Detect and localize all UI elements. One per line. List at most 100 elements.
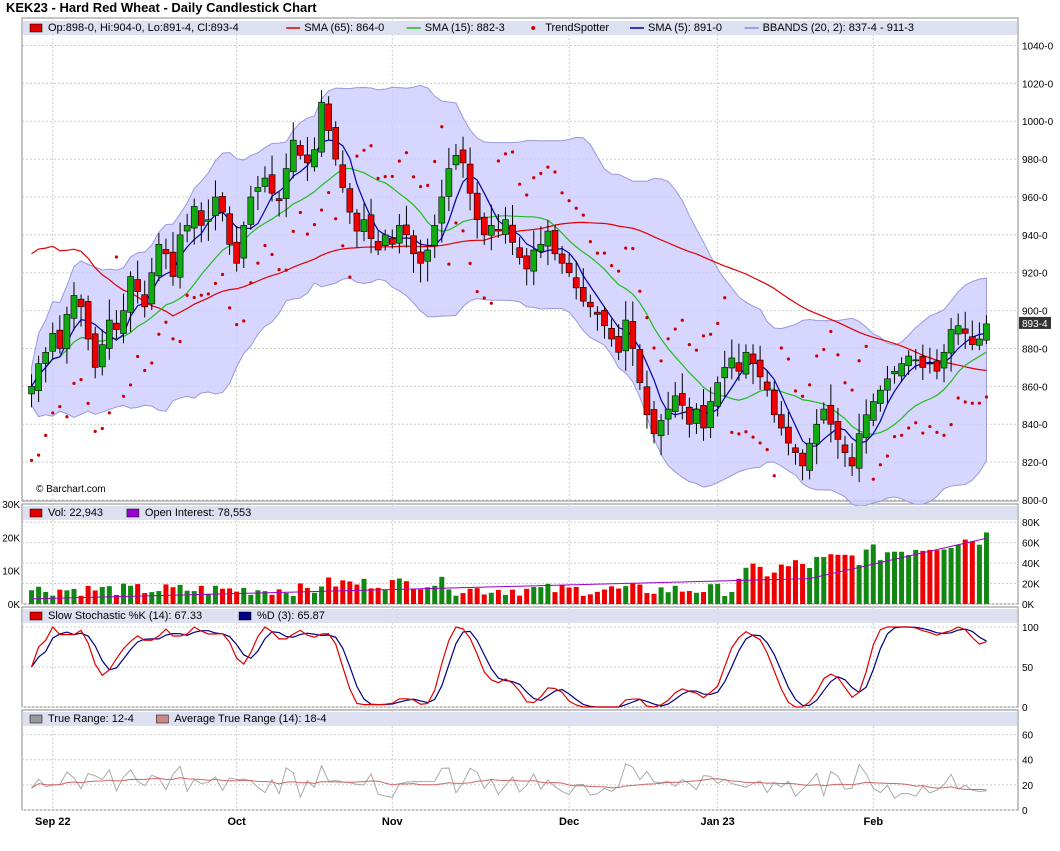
volume-bar [708,584,714,604]
volume-bar [778,564,784,604]
candle-body [905,355,912,366]
volume-bar [750,563,756,604]
trendspotter-dot [312,223,317,227]
candle-body [778,414,785,429]
trendspotter-dot [723,296,727,300]
trendspotter-dot [652,346,656,350]
volume-bar [764,576,770,604]
candle-body [155,244,163,277]
candle-body [297,145,304,156]
trendspotter-dot [29,458,34,462]
volume-bar [43,591,49,604]
candle-body [785,426,792,444]
trendspotter-dot [581,213,585,217]
candle-body [35,363,42,392]
trendspotter-dot [525,193,529,197]
candle-body [70,295,78,319]
candle-body [961,328,969,334]
volume-bar [814,556,820,604]
trendspotter-dot [37,453,41,457]
volume-bar [29,590,35,604]
candle-body [976,338,983,346]
candle-body [367,214,375,239]
stoch-legend-swatch [29,611,43,621]
sma-65-line [31,221,987,372]
volume-bar [411,589,417,604]
tr-tick: 20 [1022,781,1034,792]
volume-bar [771,572,777,604]
candle-body [49,333,57,352]
candle-body [869,401,877,421]
last-price-box [1019,316,1051,329]
volume-bar [665,592,671,604]
trendspotter-dot [114,255,119,259]
tr-legend-swatch [29,714,43,724]
candle-body [240,225,248,259]
candle-body [120,310,127,334]
candle-body [403,224,410,236]
price-legend-swatch [29,23,43,33]
candle-body [601,310,608,327]
volume-bar [255,590,261,604]
average-true-range-line [31,777,987,791]
trendspotter-dot [815,354,819,358]
trendspotter-dot [779,346,783,350]
candle-body [388,238,396,245]
trendspotter-dot [496,159,500,163]
candle-body [721,367,729,379]
trendspotter-dot [609,263,614,268]
price-legend-text: TrendSpotter [545,22,609,34]
candle-body [473,192,481,221]
trendspotter-dot [157,332,161,336]
trendspotter-dot [284,268,288,272]
volume-bar [538,587,544,604]
trendspotter-dot [574,206,578,210]
trendspotter-dot [227,306,232,310]
price-legend-text: SMA (5): 891-0 [648,22,722,34]
barchart-watermark: © Barchart.com [36,484,106,495]
candle-body [969,336,976,346]
candle-body [261,177,269,187]
volume-bar [920,550,926,604]
price-tick-label: 900-0 [1022,307,1048,318]
trendspotter-dot [44,433,48,437]
trendspotter-dot [447,262,451,266]
candle-body [742,351,750,375]
volume-bar [227,588,233,604]
trendspotter-dot [659,359,663,363]
candle-body [579,286,587,302]
candle-body [148,272,156,305]
trendspotter-dot [914,421,918,425]
candle-body [827,404,835,425]
trendspotter-dot [921,431,925,435]
trendspotter-dot [539,171,543,175]
volume-bar [672,585,678,604]
volume-bar [566,587,572,604]
volume-bar [616,588,622,604]
trendspotter-dot [79,378,83,382]
trendspotter-dot [694,348,699,352]
volume-bar [57,589,63,604]
volume-bar [927,549,933,604]
volume-bar [913,549,919,604]
volume-bar [78,595,84,604]
candle-body [679,393,686,406]
trendspotter-dot [758,441,762,445]
trendspotter-dot [850,388,854,392]
volume-bar [382,589,388,604]
candle-body [820,408,828,421]
candle-body [898,363,905,377]
volume-left-tick: 20K [2,533,20,544]
volume-bar [785,566,791,604]
candle-body [417,251,424,264]
trendspotter-dot [171,337,175,341]
candle-body [841,444,849,453]
trendspotter-dot [199,293,203,297]
volume-bar [297,583,303,604]
candle-body [176,234,184,278]
trendspotter-dot [100,426,104,431]
volume-bar [184,590,190,604]
trendspotter-dot [680,318,684,322]
volume-bar [71,588,77,604]
volume-bar [658,587,664,604]
